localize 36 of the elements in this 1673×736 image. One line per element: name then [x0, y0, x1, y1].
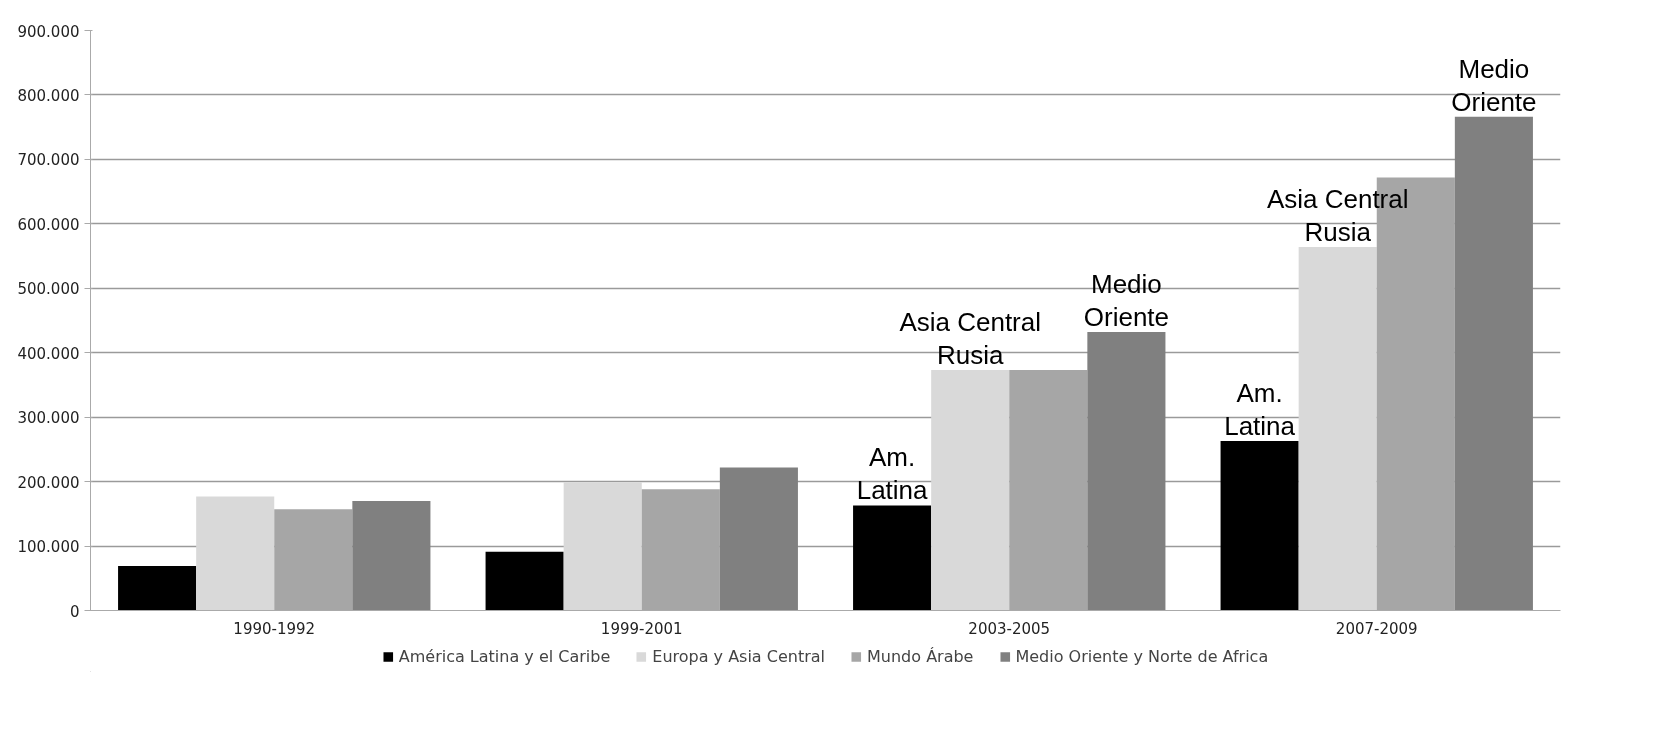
bar [563, 482, 642, 611]
data-label: Am. Latina [1224, 378, 1296, 442]
y-tick-label: 900.000 [17, 22, 80, 41]
legend-label: América Latina y el Caribe [398, 646, 611, 666]
y-tick-label: 0 [69, 602, 80, 621]
y-tick-label: 100.000 [17, 538, 80, 557]
bar [196, 496, 275, 611]
y-tick-label: 800.000 [17, 86, 80, 105]
data-label: Medio Oriente [1083, 269, 1170, 333]
x-tick-label: 1999-2001 [600, 619, 683, 638]
data-label: Medio Oriente [1451, 53, 1537, 117]
y-tick-label: 200.000 [17, 473, 80, 492]
legend-label: Europa y Asia Central [652, 646, 826, 666]
legend-label: Medio Oriente y Norte de Africa [1015, 646, 1269, 666]
y-tick-label: 300.000 [17, 409, 80, 428]
x-tick-label: 2003-2005 [968, 619, 1051, 638]
bar [1454, 116, 1533, 611]
x-tick-label: 2007-2009 [1335, 619, 1418, 638]
y-tick-label: 600.000 [17, 215, 80, 234]
x-tick-label: 1990-1992 [233, 619, 316, 638]
data-label: Asia Central Rusia [1266, 184, 1409, 248]
y-tick-label: 400.000 [17, 344, 80, 363]
bar [118, 566, 197, 611]
legend-label: Mundo Árabe [867, 646, 974, 666]
data-label: Asia Central Rusia [899, 307, 1042, 371]
bar [1087, 332, 1166, 611]
bar [352, 500, 431, 611]
y-tick-label: 500.000 [17, 280, 80, 299]
bar [719, 467, 798, 611]
bar [931, 370, 1010, 611]
y-tick-label: 700.000 [17, 151, 80, 170]
bar [1298, 247, 1377, 611]
data-label: Am. Latina [856, 442, 929, 506]
bar [853, 505, 932, 611]
bar [485, 551, 564, 611]
bar [1220, 441, 1299, 611]
